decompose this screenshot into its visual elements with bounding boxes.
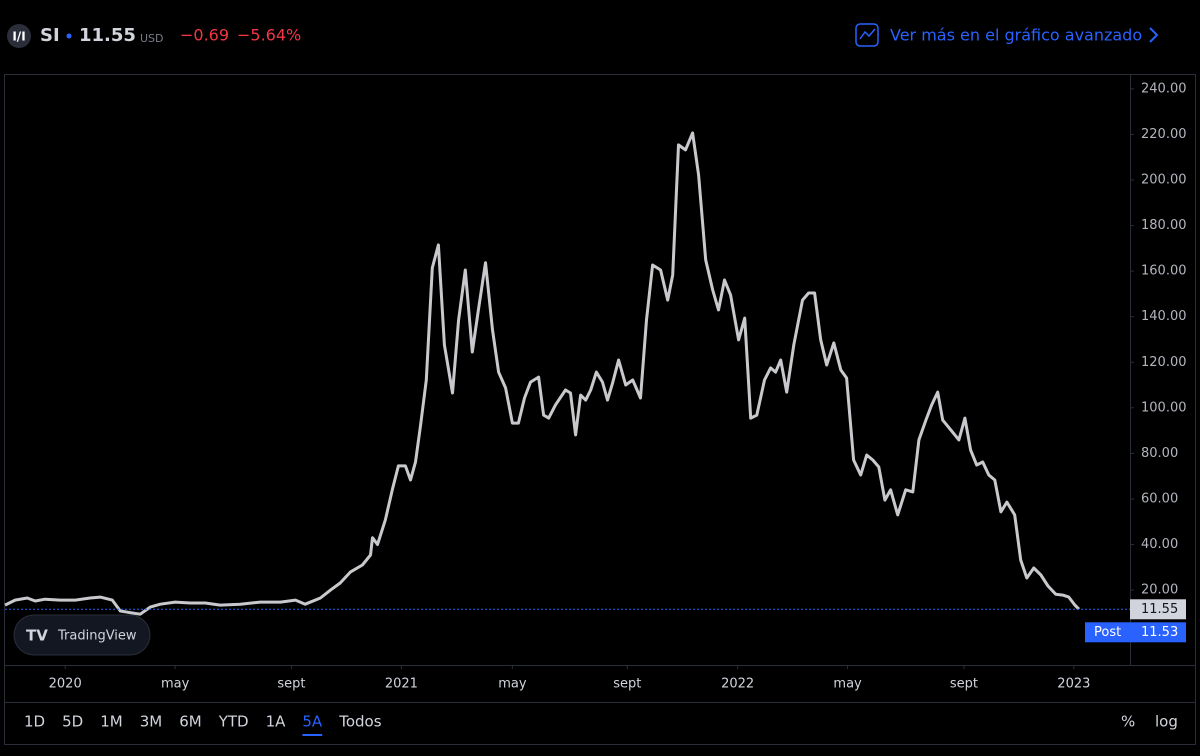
range-button[interactable]: 3M bbox=[140, 713, 163, 731]
last-price-label: 11.55 bbox=[1141, 602, 1178, 617]
svg-text:TV: TV bbox=[26, 627, 48, 645]
overlay: 11.55 Post 11.53 bbox=[5, 599, 1186, 643]
watermark: TV TradingView bbox=[13, 614, 151, 656]
range-button[interactable]: 5D bbox=[62, 713, 83, 731]
range-button[interactable]: 1M bbox=[100, 713, 123, 731]
range-button[interactable]: 1D bbox=[24, 713, 45, 731]
range-button[interactable]: 5A bbox=[302, 713, 323, 731]
status-dot bbox=[66, 33, 72, 39]
price-line bbox=[4, 131, 1080, 616]
y-tick-label: 80.00 bbox=[1141, 446, 1178, 461]
last-price-tag bbox=[1130, 599, 1186, 620]
percent-toggle[interactable]: % bbox=[1121, 713, 1135, 731]
y-tick-label: 200.00 bbox=[1141, 173, 1187, 188]
x-tick-label: may bbox=[161, 677, 190, 692]
range-button[interactable]: YTD bbox=[218, 713, 249, 731]
x-tick-label: 2021 bbox=[385, 677, 418, 692]
link-text[interactable]: Ver más en el gráfico avanzado bbox=[890, 26, 1142, 45]
y-tick-label: 160.00 bbox=[1141, 264, 1187, 279]
change: −0.69 bbox=[180, 26, 229, 45]
x-tick-label: sept bbox=[277, 677, 305, 692]
y-tick-label: 220.00 bbox=[1141, 127, 1187, 142]
range-button[interactable]: 6M bbox=[179, 713, 202, 731]
y-tick-label: 100.00 bbox=[1141, 400, 1187, 415]
x-tick-label: may bbox=[833, 677, 862, 692]
y-tick-label: 40.00 bbox=[1141, 537, 1178, 552]
y-tick-label: 60.00 bbox=[1141, 491, 1178, 506]
y-tick-label: 20.00 bbox=[1141, 583, 1178, 598]
post-value: 11.53 bbox=[1141, 625, 1178, 640]
x-tick-label: 2023 bbox=[1057, 677, 1090, 692]
y-tick-label: 140.00 bbox=[1141, 309, 1187, 324]
symbol: SI bbox=[40, 25, 60, 46]
y-tick-label: 240.00 bbox=[1141, 81, 1187, 96]
x-tick-label: sept bbox=[613, 677, 641, 692]
price: 11.55 bbox=[79, 25, 136, 46]
x-tick-label: 2020 bbox=[49, 677, 82, 692]
watermark-text: TradingView bbox=[57, 629, 137, 644]
range-button[interactable]: 1A bbox=[266, 713, 287, 731]
x-tick-label: may bbox=[498, 677, 527, 692]
x-tick-label: sept bbox=[950, 677, 978, 692]
y-tick-label: 120.00 bbox=[1141, 355, 1187, 370]
post-tag bbox=[1085, 622, 1186, 643]
logo: I/I bbox=[7, 24, 31, 48]
log-toggle[interactable]: log bbox=[1155, 713, 1178, 731]
svg-text:I/I: I/I bbox=[12, 30, 25, 44]
advanced-link[interactable]: Ver más en el gráfico avanzado bbox=[855, 23, 1159, 47]
change-pct: −5.64% bbox=[237, 26, 301, 45]
x-tick-label: 2022 bbox=[721, 677, 754, 692]
frame bbox=[4, 74, 1196, 745]
plot bbox=[4, 131, 1080, 616]
post-label: Post bbox=[1094, 625, 1121, 640]
range-button[interactable]: Todos bbox=[338, 713, 381, 731]
y-tick-label: 180.00 bbox=[1141, 218, 1187, 233]
currency: USD bbox=[140, 32, 164, 45]
